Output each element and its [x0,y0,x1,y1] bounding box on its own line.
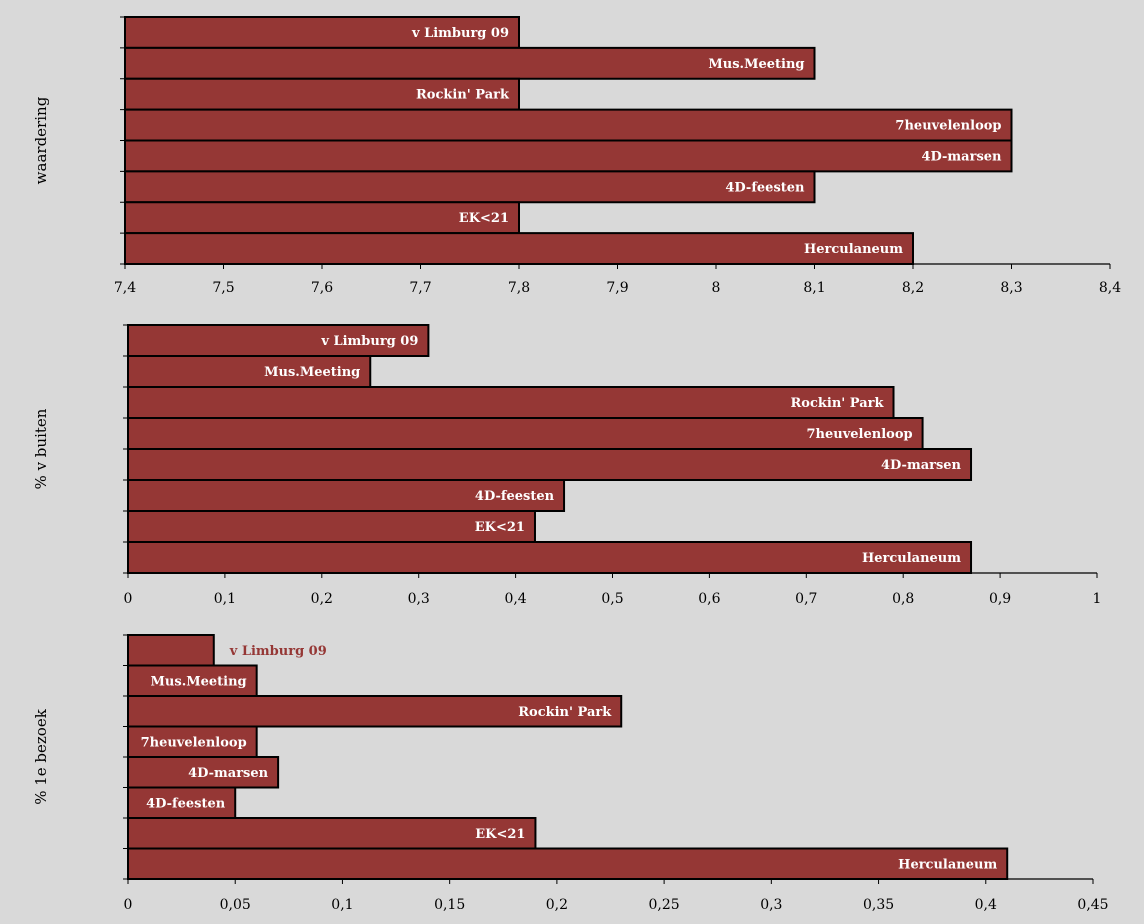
bar-label: Herculaneum [862,551,961,566]
bar-label: Rockin' Park [518,705,612,720]
bar [127,634,215,667]
x-tick-label: 7,4 [114,280,136,296]
bar-label: 7heuvelenloop [807,427,913,442]
bar-label: EK<21 [475,827,525,842]
x-tick-label: 0,2 [546,897,568,913]
bar [127,448,973,481]
x-tick-label: 0,25 [649,897,680,913]
bar-label: Rockin' Park [791,396,885,411]
x-tick-label: 8,3 [1000,280,1022,296]
bar-label: 7heuvelenloop [895,119,1001,134]
x-tick-label: 0,05 [220,897,251,913]
bar [124,201,520,235]
bar-label: v Limburg 09 [320,334,418,349]
x-tick-label: 7,6 [311,280,333,296]
bar [127,847,1009,880]
bar-label: v Limburg 09 [411,26,509,41]
bar-label: Herculaneum [804,242,903,257]
bar-label: Mus.Meeting [151,674,247,689]
bar [124,139,1013,173]
bar-label: Mus.Meeting [264,365,360,380]
y-axis-title: waardering [32,96,50,184]
bar [127,417,924,450]
bar-label: 4D-feesten [475,489,555,504]
x-tick-label: 7,9 [606,280,628,296]
x-tick-label: 0 [124,591,133,607]
bar [124,170,816,204]
bar [124,108,1013,142]
bar [124,232,914,265]
bar-label: Rockin' Park [416,88,510,103]
chart-panel-3: v Limburg 09 Mus.Meeting Rockin' Park 7heuv… [32,634,1109,913]
bar-label: EK<21 [475,520,525,535]
bar-label: 4D-marsen [921,149,1002,164]
bar-label: EK<21 [459,211,509,226]
x-tick-label: 0,15 [434,897,465,913]
bar-label: 4D-feesten [725,180,805,195]
x-tick-label: 8,4 [1099,280,1121,296]
x-tick-label: 0,6 [698,591,720,607]
x-tick-label: 0,3 [760,897,782,913]
x-tick-label: 0,2 [311,591,333,607]
bar-label: 7heuvelenloop [141,735,247,750]
x-tick-label: 0,9 [989,591,1011,607]
bar-label: Herculaneum [898,857,997,872]
bar-label: 4D-marsen [188,766,269,781]
chart-panel-2: v Limburg 09 Mus.Meeting Rockin' Park 7heuv… [32,324,1102,607]
bar-label: 4D-marsen [881,458,962,473]
y-axis-title: % v buiten [32,408,50,489]
x-tick-label: 7,7 [409,280,431,296]
x-tick-label: 0,4 [975,897,997,913]
x-tick-label: 8,1 [803,280,825,296]
x-tick-label: 0,3 [408,591,430,607]
x-tick-label: 0,8 [892,591,914,607]
bar-label: Mus.Meeting [708,57,804,72]
bar [124,46,816,80]
x-tick-label: 8 [712,280,721,296]
x-tick-label: 0 [124,897,133,913]
bar [127,324,430,357]
x-tick-label: 7,5 [212,280,234,296]
bar [127,695,623,728]
x-tick-label: 0,4 [504,591,526,607]
bar-label: 4D-feesten [146,796,226,811]
x-tick-label: 0,1 [214,591,236,607]
bar-label: v Limburg 09 [229,644,327,659]
x-tick-label: 0,7 [795,591,817,607]
y-axis-title: % 1e bezoek [32,708,50,804]
x-tick-label: 1 [1093,591,1102,607]
x-tick-label: 0,5 [601,591,623,607]
x-tick-label: 0,1 [331,897,353,913]
x-tick-label: 0,35 [863,897,894,913]
chart-panel-1: v Limburg 09 Mus.Meeting Rockin' Park 7heuv… [32,16,1121,296]
x-tick-label: 7,8 [508,280,530,296]
bar [127,386,895,419]
x-tick-label: 0,45 [1077,897,1108,913]
bar [127,541,973,574]
x-tick-label: 8,2 [902,280,924,296]
